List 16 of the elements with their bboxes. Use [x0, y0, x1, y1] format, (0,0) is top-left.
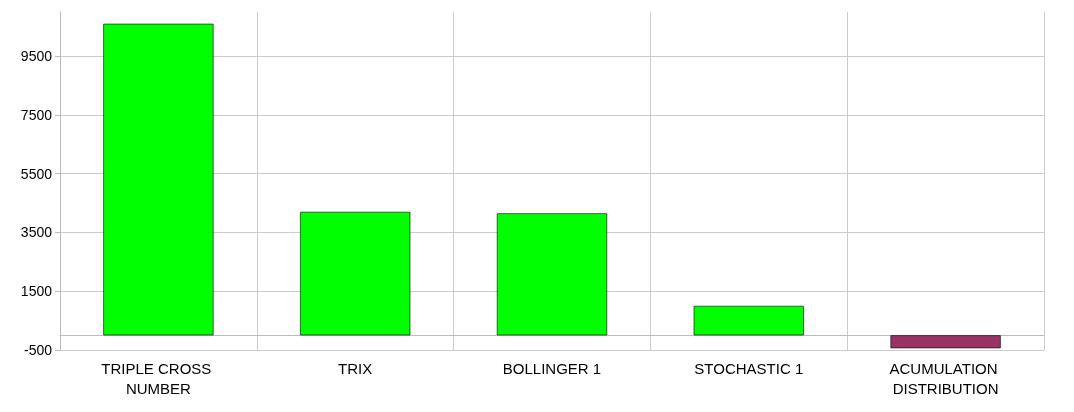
- bar: [300, 211, 411, 336]
- bar: [693, 305, 804, 336]
- y-tick-label: 5500: [20, 165, 53, 182]
- y-tick-label: 3500: [20, 224, 53, 241]
- bar: [890, 335, 1001, 349]
- x-tick-label: TRIX: [338, 359, 373, 377]
- bar: [103, 23, 214, 336]
- y-tick-label: -500: [23, 342, 53, 358]
- y-tick-label: 1500: [20, 283, 53, 300]
- y-tick-label: 9500: [20, 48, 53, 65]
- x-tick-label: STOCHASTIC 1: [694, 359, 804, 377]
- x-tick-label: TRIPLE CROSS NUMBER: [101, 359, 216, 397]
- x-tick-label: ACUMULATION DISTRIBUTION: [889, 359, 1002, 397]
- x-tick-label: BOLLINGER 1: [502, 359, 602, 377]
- y-tick-label: 7500: [20, 106, 53, 123]
- bar: [496, 213, 608, 336]
